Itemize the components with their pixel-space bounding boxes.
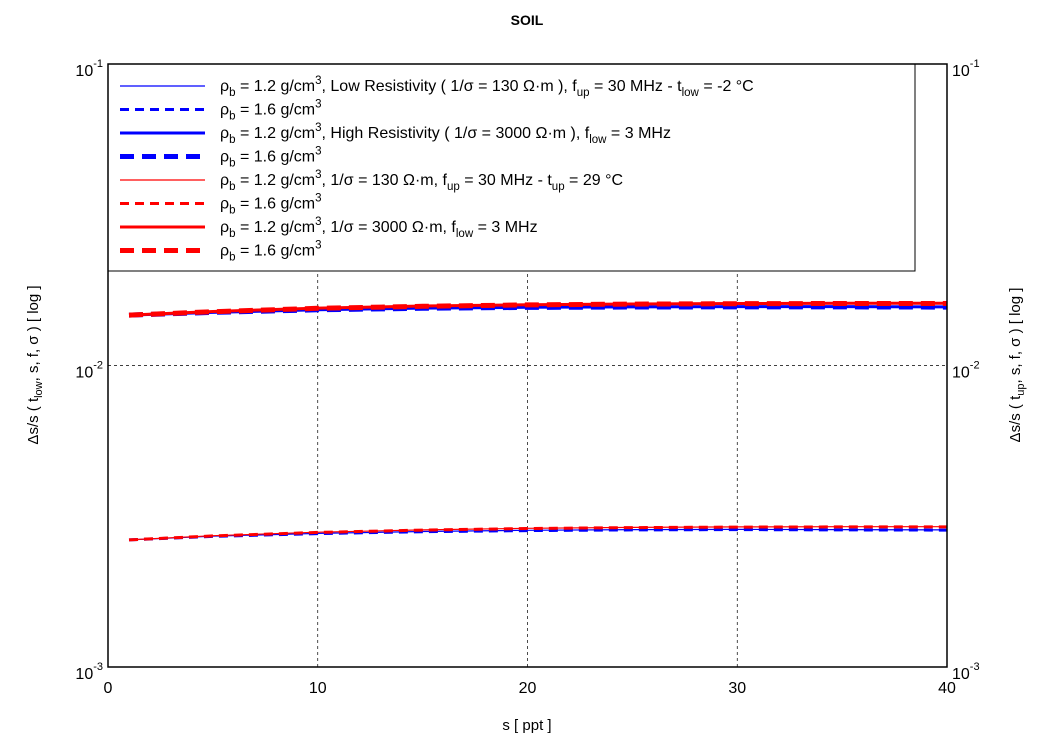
chart-title: SOIL xyxy=(511,12,544,28)
y-axis-label-right: Δs/s ( tup, s, f, σ ) [ log ] xyxy=(1007,288,1027,443)
legend-entry: ρb = 1.6 g/cm3 xyxy=(220,145,322,169)
legend-entry: ρb = 1.6 g/cm3 xyxy=(220,239,322,263)
series-line xyxy=(128,528,948,542)
legend-entry: ρb = 1.2 g/cm3, 1/σ = 130 Ω·m, fup = 30 … xyxy=(220,169,623,193)
x-axis-label: s [ ppt ] xyxy=(502,717,551,734)
x-tick-label: 20 xyxy=(519,680,537,697)
legend-entry: ρb = 1.2 g/cm3, Low Resistivity ( 1/σ = … xyxy=(220,75,754,99)
plot-frame xyxy=(107,63,948,668)
y-tick-label-right: 10-3 xyxy=(952,661,980,683)
series-line xyxy=(128,301,947,318)
gridlines xyxy=(108,64,947,667)
x-tick-labels: 0 10 20 30 40 xyxy=(104,680,956,697)
y-tick-labels: 10-3 10-3 10-2 10-2 10-1 10-1 xyxy=(75,58,979,683)
y-tick-label-left: 10-1 xyxy=(75,58,103,80)
y-axis-label-left: Δs/s ( tlow, s, f, σ ) [ log ] xyxy=(25,285,45,444)
x-tick-label: 10 xyxy=(309,680,327,697)
y-tick-label-left: 10-3 xyxy=(75,661,103,683)
legend: ρb = 1.2 g/cm3, Low Resistivity ( 1/σ = … xyxy=(120,75,754,263)
y-tick-label-right: 10-2 xyxy=(952,360,980,382)
series-line xyxy=(128,525,947,542)
x-tick-label: 0 xyxy=(104,680,113,697)
x-tick-label: 30 xyxy=(728,680,746,697)
data-series xyxy=(128,301,948,542)
legend-entry: ρb = 1.2 g/cm3, High Resistivity ( 1/σ =… xyxy=(220,122,671,146)
y-tick-label-left: 10-2 xyxy=(75,360,103,382)
legend-entry: ρb = 1.6 g/cm3 xyxy=(220,98,322,122)
y-tick-label-right: 10-1 xyxy=(952,58,980,80)
x-tick-label: 40 xyxy=(938,680,956,697)
legend-entry: ρb = 1.2 g/cm3, 1/σ = 3000 Ω·m, flow = 3… xyxy=(220,216,538,240)
legend-entry: ρb = 1.6 g/cm3 xyxy=(220,192,322,216)
